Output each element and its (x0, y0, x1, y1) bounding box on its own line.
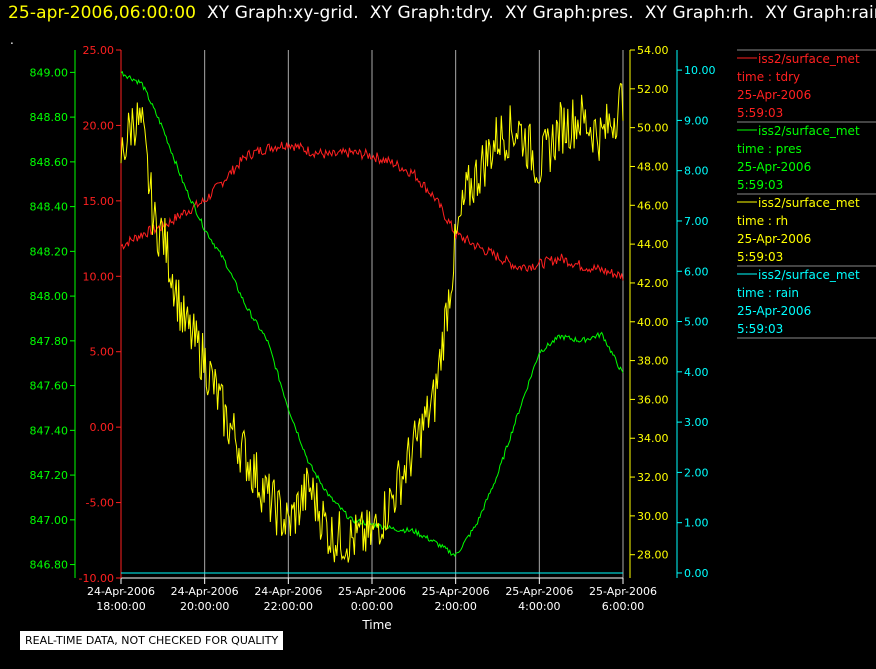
rain-tick-label: 7.00 (684, 215, 709, 228)
x-tick-label-date: 24-Apr-2006 (87, 585, 155, 598)
series-line-pres (120, 70, 624, 557)
x-tick-label-time: 18:00:00 (96, 600, 145, 613)
legend-series: iss2/surface_met (758, 124, 860, 138)
legend-var: time : rh (737, 214, 788, 228)
rain-tick-label: 0.00 (684, 567, 709, 580)
graph-name: XY Graph:pres. (493, 3, 634, 23)
pres-tick-label: 849.00 (30, 66, 69, 79)
legend-date: 25-Apr-2006 (737, 232, 811, 246)
graph-name: XY Graph:xy-grid. (196, 3, 359, 23)
rain-tick-label: 2.00 (684, 466, 709, 479)
pres-tick-label: 848.20 (30, 245, 69, 258)
rh-tick-label: 38.00 (637, 355, 669, 368)
rain-tick-label: 10.00 (684, 64, 716, 77)
legend-var: time : tdry (737, 70, 800, 84)
rh-tick-label: 44.00 (637, 238, 669, 251)
rh-tick-label: 28.00 (637, 549, 669, 562)
graph-name: XY Graph:rh. (633, 3, 755, 23)
legend-date: 25-Apr-2006 (737, 304, 811, 318)
rain-tick-label: 5.00 (684, 316, 709, 329)
rain-tick-label: 3.00 (684, 416, 709, 429)
x-tick-label-time: 0:00:00 (351, 600, 393, 613)
x-tick-label-date: 25-Apr-2006 (505, 585, 573, 598)
x-tick-label-time: 6:00:00 (602, 600, 644, 613)
legend-var: time : pres (737, 142, 802, 156)
legend-series: iss2/surface_met (758, 196, 860, 210)
graph-name: XY Graph:tdry. (358, 3, 494, 23)
pres-tick-label: 847.00 (30, 514, 69, 527)
x-tick-label-date: 25-Apr-2006 (422, 585, 490, 598)
quality-notice: REAL-TIME DATA, NOT CHECKED FOR QUALITY (20, 631, 284, 650)
pres-tick-label: 848.60 (30, 156, 69, 169)
legend-time: 5:59:03 (737, 178, 783, 192)
tdry-tick-label: 5.00 (90, 346, 115, 359)
rh-tick-label: 42.00 (637, 277, 669, 290)
legend-series: iss2/surface_met (758, 52, 860, 66)
tdry-tick-label: 25.00 (83, 44, 115, 57)
legend-time: 5:59:03 (737, 322, 783, 336)
legend-var: time : rain (737, 286, 799, 300)
series-line-rh (120, 82, 624, 563)
pres-tick-label: 847.20 (30, 469, 69, 482)
rain-tick-label: 8.00 (684, 165, 709, 178)
pres-tick-label: 847.40 (30, 424, 69, 437)
pres-tick-label: 847.80 (30, 335, 69, 348)
legend-series: iss2/surface_met (758, 268, 860, 282)
rh-tick-label: 34.00 (637, 432, 669, 445)
x-tick-label-date: 25-Apr-2006 (338, 585, 406, 598)
x-tick-label-date: 24-Apr-2006 (254, 585, 322, 598)
pres-tick-label: 846.80 (30, 559, 69, 572)
rain-tick-label: 1.00 (684, 517, 709, 530)
rh-tick-label: 40.00 (637, 316, 669, 329)
tdry-tick-label: 15.00 (83, 195, 115, 208)
rh-tick-label: 30.00 (637, 510, 669, 523)
x-tick-label-time: 20:00:00 (180, 600, 229, 613)
rh-tick-label: 36.00 (637, 393, 669, 406)
tdry-tick-label: 20.00 (83, 119, 115, 132)
x-axis-title: Time (361, 618, 391, 632)
rh-tick-label: 52.00 (637, 83, 669, 96)
pres-tick-label: 848.80 (30, 111, 69, 124)
x-tick-label-date: 25-Apr-2006 (589, 585, 657, 598)
rh-tick-label: 46.00 (637, 199, 669, 212)
x-tick-label-time: 4:00:00 (518, 600, 560, 613)
rh-tick-label: 54.00 (637, 44, 669, 57)
x-tick-label-time: 2:00:00 (434, 600, 476, 613)
tdry-tick-label: 0.00 (90, 421, 115, 434)
marker-dot: . (10, 33, 14, 47)
timestamp: 25-apr-2006,06:00:00 (8, 3, 197, 23)
tdry-tick-label: 10.00 (83, 270, 115, 283)
rh-tick-label: 48.00 (637, 160, 669, 173)
rain-tick-label: 6.00 (684, 265, 709, 278)
legend-time: 5:59:03 (737, 250, 783, 264)
rh-tick-label: 32.00 (637, 471, 669, 484)
pres-tick-label: 847.60 (30, 380, 69, 393)
pres-tick-label: 848.00 (30, 290, 69, 303)
tdry-tick-label: -10.00 (79, 572, 114, 585)
rain-tick-label: 9.00 (684, 114, 709, 127)
rh-tick-label: 50.00 (637, 122, 669, 135)
tdry-tick-label: -5.00 (86, 497, 114, 510)
graph-name: XY Graph:rain (754, 3, 876, 23)
x-tick-label-date: 24-Apr-2006 (171, 585, 239, 598)
legend-time: 5:59:03 (737, 106, 783, 120)
legend-date: 25-Apr-2006 (737, 88, 811, 102)
graph-title: 25-apr-2006,06:00:00 XY Graph:xy-grid. X… (8, 3, 876, 23)
x-tick-label-time: 22:00:00 (264, 600, 313, 613)
series-line-tdry (120, 141, 624, 281)
rain-tick-label: 4.00 (684, 366, 709, 379)
legend-date: 25-Apr-2006 (737, 160, 811, 174)
pres-tick-label: 848.40 (30, 201, 69, 214)
